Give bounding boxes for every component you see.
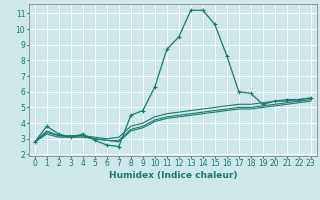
X-axis label: Humidex (Indice chaleur): Humidex (Indice chaleur) bbox=[108, 171, 237, 180]
